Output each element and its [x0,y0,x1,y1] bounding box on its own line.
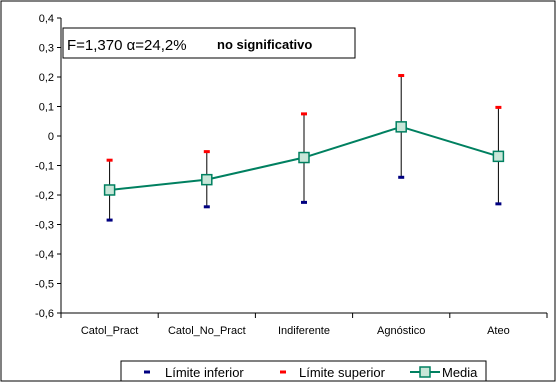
x-tick-label: Catol_Pract [81,325,138,337]
mean-point [298,151,310,164]
y-tick-label: -0,2 [35,190,54,202]
mean-point [103,184,116,196]
x-axis: Catol_Pract Catol_No_Pract Indiferente Agnó… [60,312,548,337]
mean-point [492,150,505,163]
y-tick-label: -0,1 [35,161,54,173]
y-tick-label: -0,5 [35,279,54,291]
lower-limit-series [106,175,502,222]
annotation-stat: F=1,370 α=24,2% [67,37,187,54]
mean-point [395,121,407,133]
annotation-frame [62,27,356,59]
y-tick-label: -0,3 [35,220,54,232]
x-tick-label: Ateo [487,325,510,337]
legend: Límite inferior Límite superior Media [120,360,487,382]
x-tick-label: Catol_No_Pract [168,325,246,337]
legend-upper-label: Límite superior [299,365,386,380]
y-tick-label: 0,3 [39,43,54,55]
mean-series [103,121,505,196]
y-tick-label: -0,6 [35,308,54,320]
legend-frame [120,360,487,382]
upper-limit-series [106,74,502,162]
y-tick-label: -0,4 [35,249,54,261]
legend-mean-label: Media [442,365,478,380]
annotation-box: F=1,370 α=24,2% no significativo [62,27,356,59]
y-tick-label: 0,1 [39,102,54,114]
y-axis: 0,4 0,3 0,2 0,1 0 -0,1 -0,2 -0,3 -0,4 -0,5 -0,6 [35,13,62,320]
legend-lower-label: Límite inferior [165,365,244,380]
y-tick-label: 0,4 [39,13,54,25]
x-tick-label: Indiferente [278,325,330,337]
y-tick-label: 0,2 [39,72,54,84]
x-tick-label: Agnóstico [377,325,425,337]
annotation-significance: no significativo [217,37,312,52]
legend-mean-marker [419,366,431,378]
y-tick-label: 0 [48,131,54,143]
mean-point [201,173,213,186]
